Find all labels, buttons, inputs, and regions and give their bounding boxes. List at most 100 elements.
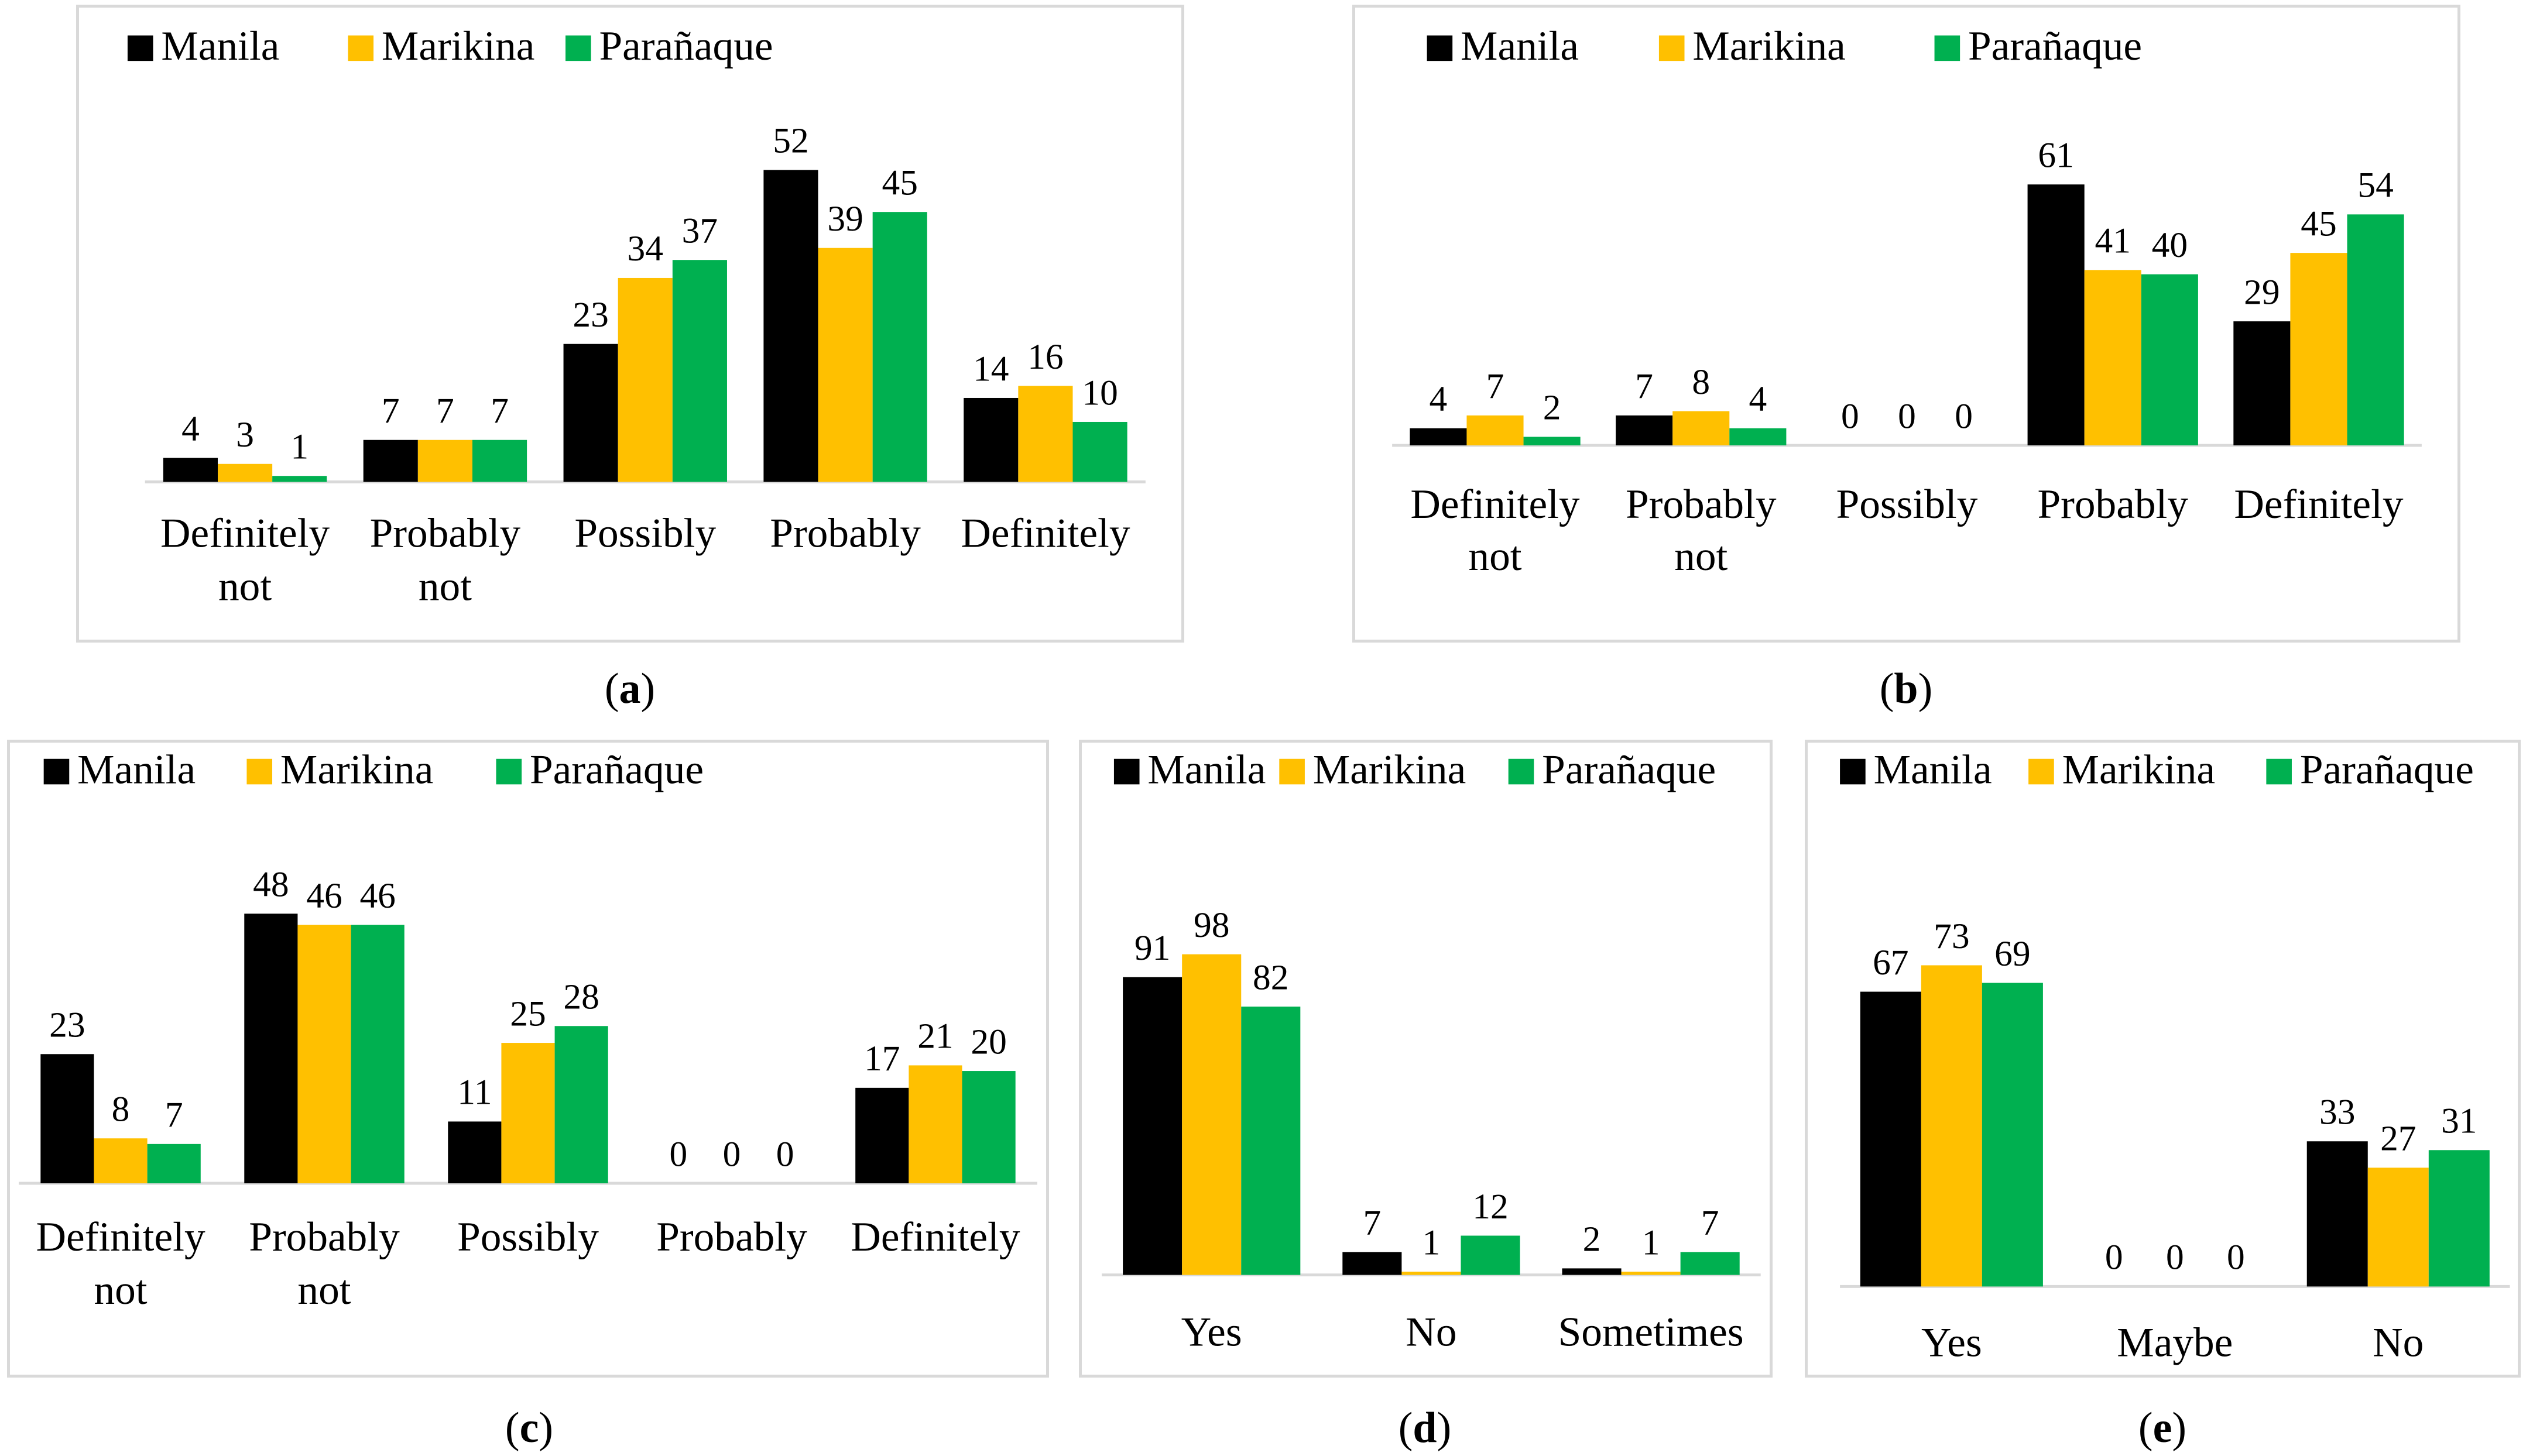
bar-marikina-1 — [417, 439, 472, 482]
category-label-4-0: Definitely — [961, 510, 1130, 556]
bar-parañaque-0 — [1241, 1007, 1301, 1275]
data-label-parañaque-2: 7 — [1701, 1203, 1719, 1243]
chart-a: Manila Marikina Parañaque 4 3 1 Definitely not 7… — [127, 23, 1146, 610]
data-label-manila-4: 17 — [864, 1039, 900, 1079]
data-label-marikina-0: 73 — [1934, 916, 1969, 956]
bar-parañaque-1 — [472, 439, 527, 482]
category-label-4-0: Definitely — [851, 1214, 1020, 1260]
category-label-3-0: Probably — [656, 1214, 807, 1260]
legend-label-marikina: Marikina — [280, 746, 433, 792]
bar-manila-1 — [244, 914, 298, 1184]
legend-label-parañaque: Parañaque — [530, 746, 704, 792]
category-label-0-1: not — [218, 564, 272, 610]
bar-parañaque-0 — [272, 476, 327, 482]
bar-marikina-4 — [2290, 253, 2347, 446]
data-label-marikina-4: 21 — [917, 1017, 953, 1056]
category-label-2-0: Possibly — [574, 510, 716, 556]
bar-parañaque-1 — [351, 925, 405, 1184]
caption-c: (c) — [505, 1404, 554, 1452]
data-label-marikina-2: 27 — [2380, 1119, 2416, 1159]
bar-marikina-2 — [1621, 1271, 1681, 1275]
data-label-parañaque-1: 7 — [491, 391, 509, 431]
data-label-manila-3: 0 — [669, 1134, 687, 1174]
data-label-manila-2: 0 — [1841, 396, 1859, 436]
legend-swatch-parañaque — [2266, 758, 2292, 785]
bar-marikina-0 — [218, 463, 273, 482]
legend-swatch-manila — [127, 35, 153, 61]
category-label-0-0: Definitely — [160, 510, 330, 556]
bar-marikina-2 — [501, 1043, 555, 1184]
data-label-parañaque-2: 31 — [2441, 1101, 2477, 1141]
data-label-parañaque-2: 28 — [563, 977, 599, 1017]
data-label-manila-0: 4 — [181, 409, 200, 449]
data-label-marikina-1: 46 — [306, 876, 342, 916]
bar-manila-0 — [163, 458, 218, 482]
bar-parañaque-2 — [1680, 1252, 1740, 1275]
legend-label-parañaque: Parañaque — [2300, 746, 2474, 792]
legend-label-parañaque: Parañaque — [1968, 23, 2142, 69]
bar-manila-1 — [1342, 1252, 1402, 1275]
bar-parañaque-3 — [872, 212, 927, 482]
bar-marikina-2 — [2367, 1167, 2429, 1287]
legend-swatch-manila — [1427, 35, 1453, 61]
category-label-0-1: not — [94, 1267, 147, 1313]
bar-marikina-3 — [2084, 270, 2141, 446]
data-label-manila-1: 7 — [1635, 366, 1653, 406]
chart-e: Manila Marikina Parañaque 67 73 69 Yes 0 0 0 Maybe… — [1840, 746, 2510, 1365]
data-label-parañaque-0: 2 — [1543, 388, 1561, 428]
category-label-2-0: Sometimes — [1558, 1309, 1744, 1355]
legend-swatch-marikina — [1658, 35, 1685, 61]
bar-manila-3 — [2027, 184, 2085, 446]
bar-manila-4 — [855, 1087, 909, 1184]
bar-manila-0 — [40, 1054, 94, 1184]
legend-label-manila: Manila — [77, 746, 196, 792]
data-label-marikina-2: 34 — [628, 229, 663, 269]
data-label-manila-0: 23 — [49, 1005, 85, 1045]
legend-swatch-manila — [43, 758, 70, 785]
legend-swatch-parañaque — [1934, 35, 1960, 61]
data-label-manila-4: 29 — [2244, 272, 2280, 312]
data-label-marikina-0: 8 — [112, 1090, 130, 1129]
data-label-marikina-0: 98 — [1194, 905, 1229, 945]
bar-marikina-2 — [618, 277, 673, 482]
caption-a: (a) — [604, 665, 656, 713]
data-label-marikina-1: 8 — [1692, 362, 1710, 402]
category-label-4-0: Definitely — [2234, 481, 2404, 527]
bar-parañaque-0 — [147, 1143, 201, 1184]
bar-marikina-4 — [1018, 386, 1073, 482]
data-label-parañaque-1: 4 — [1749, 379, 1767, 419]
bar-marikina-4 — [909, 1065, 962, 1184]
bar-marikina-3 — [818, 248, 873, 482]
data-label-parañaque-1: 12 — [1472, 1187, 1508, 1227]
data-label-manila-0: 67 — [1873, 943, 1908, 983]
category-label-1-0: No — [1406, 1309, 1456, 1355]
chart-panel-b: Manila Marikina Parañaque 4 7 2 Definitely not 7… — [1352, 5, 2460, 643]
data-label-parañaque-4: 10 — [1082, 373, 1118, 413]
data-label-manila-1: 0 — [2105, 1238, 2123, 1278]
bar-parañaque-1 — [1729, 428, 1787, 446]
category-label-1-0: Maybe — [2117, 1319, 2233, 1365]
chart-panel-a: Manila Marikina Parañaque 4 3 1 Definitely not 7… — [76, 5, 1184, 643]
data-label-marikina-4: 45 — [2301, 204, 2336, 243]
chart-panel-d: Manila Marikina Parañaque 91 98 82 Yes 7 1 12 No 2 1… — [1079, 740, 1773, 1378]
legend-swatch-marikina — [2028, 758, 2054, 785]
legend-swatch-parañaque — [565, 35, 591, 61]
bar-parañaque-3 — [2141, 274, 2198, 446]
data-label-manila-0: 91 — [1134, 928, 1170, 968]
data-label-manila-2: 33 — [2319, 1093, 2355, 1132]
data-label-marikina-3: 41 — [2095, 221, 2131, 261]
legend-label-marikina: Marikina — [1692, 23, 1845, 69]
bar-manila-0 — [1410, 428, 1467, 446]
bar-marikina-1 — [297, 925, 351, 1184]
bar-manila-4 — [2233, 321, 2291, 446]
data-label-manila-1: 7 — [1363, 1203, 1381, 1243]
bar-manila-0 — [1123, 977, 1182, 1275]
legend-swatch-parañaque — [1508, 758, 1534, 785]
data-label-parañaque-1: 46 — [359, 876, 395, 916]
legend-label-marikina: Marikina — [2062, 746, 2215, 792]
category-label-1-1: not — [419, 564, 472, 610]
data-label-marikina-3: 39 — [827, 199, 863, 239]
data-label-manila-2: 2 — [1583, 1220, 1601, 1259]
bar-marikina-1 — [1672, 411, 1730, 446]
bar-parañaque-4 — [962, 1071, 1016, 1184]
